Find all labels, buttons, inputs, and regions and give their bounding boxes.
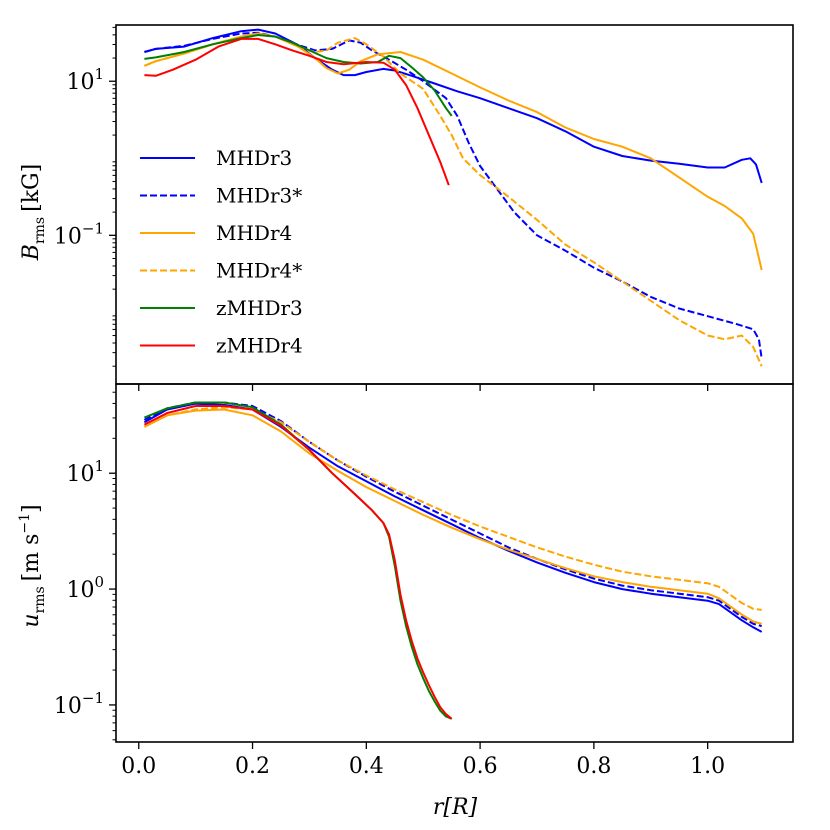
bottom-series-mhdr4-star — [143, 406, 762, 611]
top-series-mhdr4 — [144, 32, 763, 271]
bottom-y-axis-label: urms[m s−1] — [17, 504, 48, 627]
top-y-tick-label: 101 — [66, 65, 104, 95]
top-series-mhdr4-star — [144, 32, 763, 367]
x-tick-label: 0.6 — [463, 754, 498, 779]
bottom-y-tick-label: 101 — [66, 457, 104, 487]
bottom-axes-frame — [115, 383, 794, 743]
x-tick-label: 0.0 — [121, 754, 156, 779]
legend-label: MHDr4* — [216, 259, 302, 283]
bottom-plot-area — [143, 401, 763, 720]
x-tick-labels: 0.0 0.2 0.4 0.6 0.8 1.0 — [121, 754, 725, 779]
legend-item-mhdr3: MHDr3 — [140, 146, 292, 170]
bottom-series-zmhdr3 — [144, 401, 453, 720]
legend-label: MHDr4 — [216, 221, 292, 245]
legend-label: MHDr3 — [216, 146, 292, 170]
bottom-y-tick-label: 100 — [66, 573, 104, 603]
legend: MHDr3 MHDr3* MHDr4 MHDr4* zMHDr3 zMHDr4 — [140, 146, 303, 358]
top-y-axis-label: Brms[kG] — [19, 164, 48, 261]
top-axis-ticks — [109, 26, 709, 391]
bottom-series-mhdr4 — [143, 408, 762, 625]
top-y-tick-labels: 101 10−1 — [54, 65, 104, 249]
bottom-y-tick-labels: 101 100 10−1 — [54, 457, 104, 719]
top-panel-brms: 101 10−1 Brms[kG] MHDr3 MHDr3* MHDr4 MHDr4* z… — [19, 24, 794, 391]
x-tick-label: 0.4 — [349, 754, 384, 779]
legend-item-mhdr4: MHDr4 — [140, 221, 292, 245]
bottom-series-mhdr3 — [143, 402, 763, 633]
legend-item-zmhdr3: zMHDr3 — [140, 296, 303, 320]
legend-item-mhdr4-star: MHDr4* — [140, 259, 302, 283]
top-plot-area — [144, 28, 763, 367]
legend-label: zMHDr4 — [216, 334, 303, 358]
top-series-mhdr3 — [144, 28, 763, 184]
bottom-y-tick-label: 10−1 — [54, 689, 104, 719]
top-series-zmhdr3 — [144, 34, 453, 117]
legend-item-zmhdr4: zMHDr4 — [140, 334, 303, 358]
top-series-zmhdr4 — [144, 37, 450, 186]
x-tick-label: 0.8 — [576, 754, 611, 779]
bottom-series-zmhdr4 — [143, 405, 453, 720]
legend-item-mhdr3-star: MHDr3* — [140, 184, 302, 208]
x-tick-label: 1.0 — [690, 754, 725, 779]
bottom-series-mhdr3-star — [143, 401, 762, 628]
legend-label: MHDr3* — [216, 184, 302, 208]
x-tick-label: 0.2 — [235, 754, 270, 779]
bottom-panel-urms: 101 100 10−1 0.0 0.2 0.4 0.6 0.8 1.0 urms[m s−1… — [17, 383, 794, 820]
x-axis-label: r[R] — [433, 795, 478, 820]
top-y-tick-label: 10−1 — [54, 219, 104, 249]
legend-label: zMHDr3 — [216, 296, 303, 320]
